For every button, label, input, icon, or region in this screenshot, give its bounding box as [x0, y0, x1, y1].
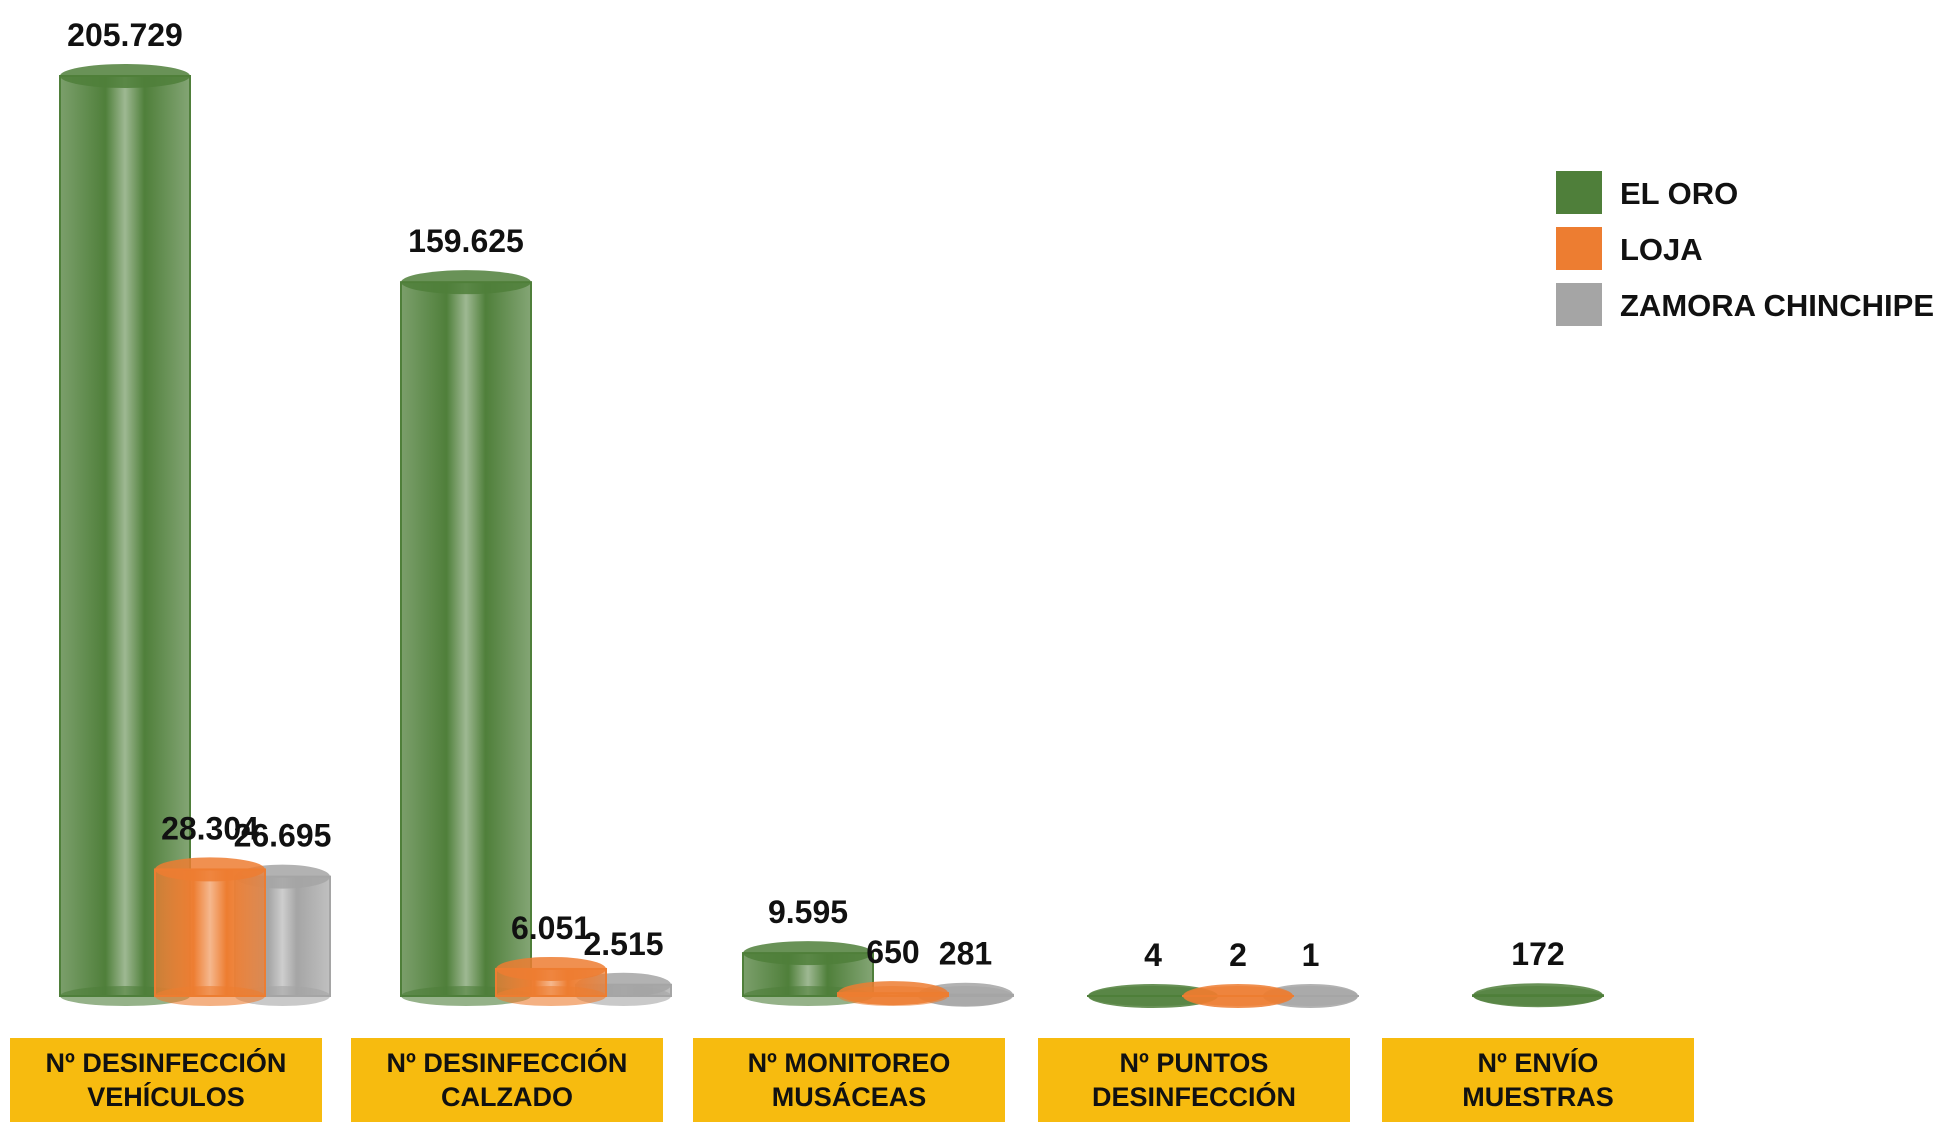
value-label: 205.729: [67, 17, 183, 53]
bar-base: [1183, 986, 1293, 1006]
bar-base: [838, 986, 948, 1006]
category-label: Nº ENVÍO MUESTRAS: [1382, 1038, 1694, 1122]
legend-label: ZAMORA CHINCHIPE: [1620, 288, 1934, 323]
value-label: 26.695: [234, 818, 332, 854]
category-label: Nº DESINFECCIÓN VEHÍCULOS: [10, 1038, 322, 1122]
value-label: 281: [939, 936, 992, 972]
value-label: 9.595: [768, 894, 848, 930]
value-label: 2.515: [583, 926, 663, 962]
category-label: Nº MONITOREO MUSÁCEAS: [693, 1038, 1005, 1122]
bar: [154, 868, 266, 997]
bar-cap: [401, 270, 531, 295]
legend-swatch: [1556, 227, 1602, 270]
legend-label: LOJA: [1620, 232, 1703, 267]
category-label: Nº DESINFECCIÓN CALZADO: [351, 1038, 663, 1122]
value-label: 6.051: [511, 910, 591, 946]
value-label: 650: [866, 934, 919, 970]
bar-cap: [155, 857, 265, 882]
value-label: 28.304: [161, 810, 259, 846]
value-label: 1: [1302, 937, 1320, 973]
bar-base: [1088, 986, 1218, 1006]
bar: [59, 75, 191, 997]
value-label: 4: [1144, 937, 1162, 973]
legend-swatch: [1556, 171, 1602, 214]
value-label: 172: [1511, 936, 1564, 972]
bar-cap: [496, 956, 606, 981]
legend-swatch: [1556, 283, 1602, 326]
value-label: 2: [1229, 937, 1247, 973]
bar-base: [496, 986, 606, 1006]
bar-base: [155, 986, 265, 1006]
bar: [400, 281, 532, 997]
bar-cap: [60, 64, 190, 88]
value-label: 159.625: [408, 223, 524, 259]
category-label: Nº PUNTOS DESINFECCIÓN: [1038, 1038, 1350, 1122]
bar-base: [1473, 986, 1603, 1006]
legend-label: EL ORO: [1620, 176, 1738, 211]
bar-cap: [743, 941, 873, 966]
